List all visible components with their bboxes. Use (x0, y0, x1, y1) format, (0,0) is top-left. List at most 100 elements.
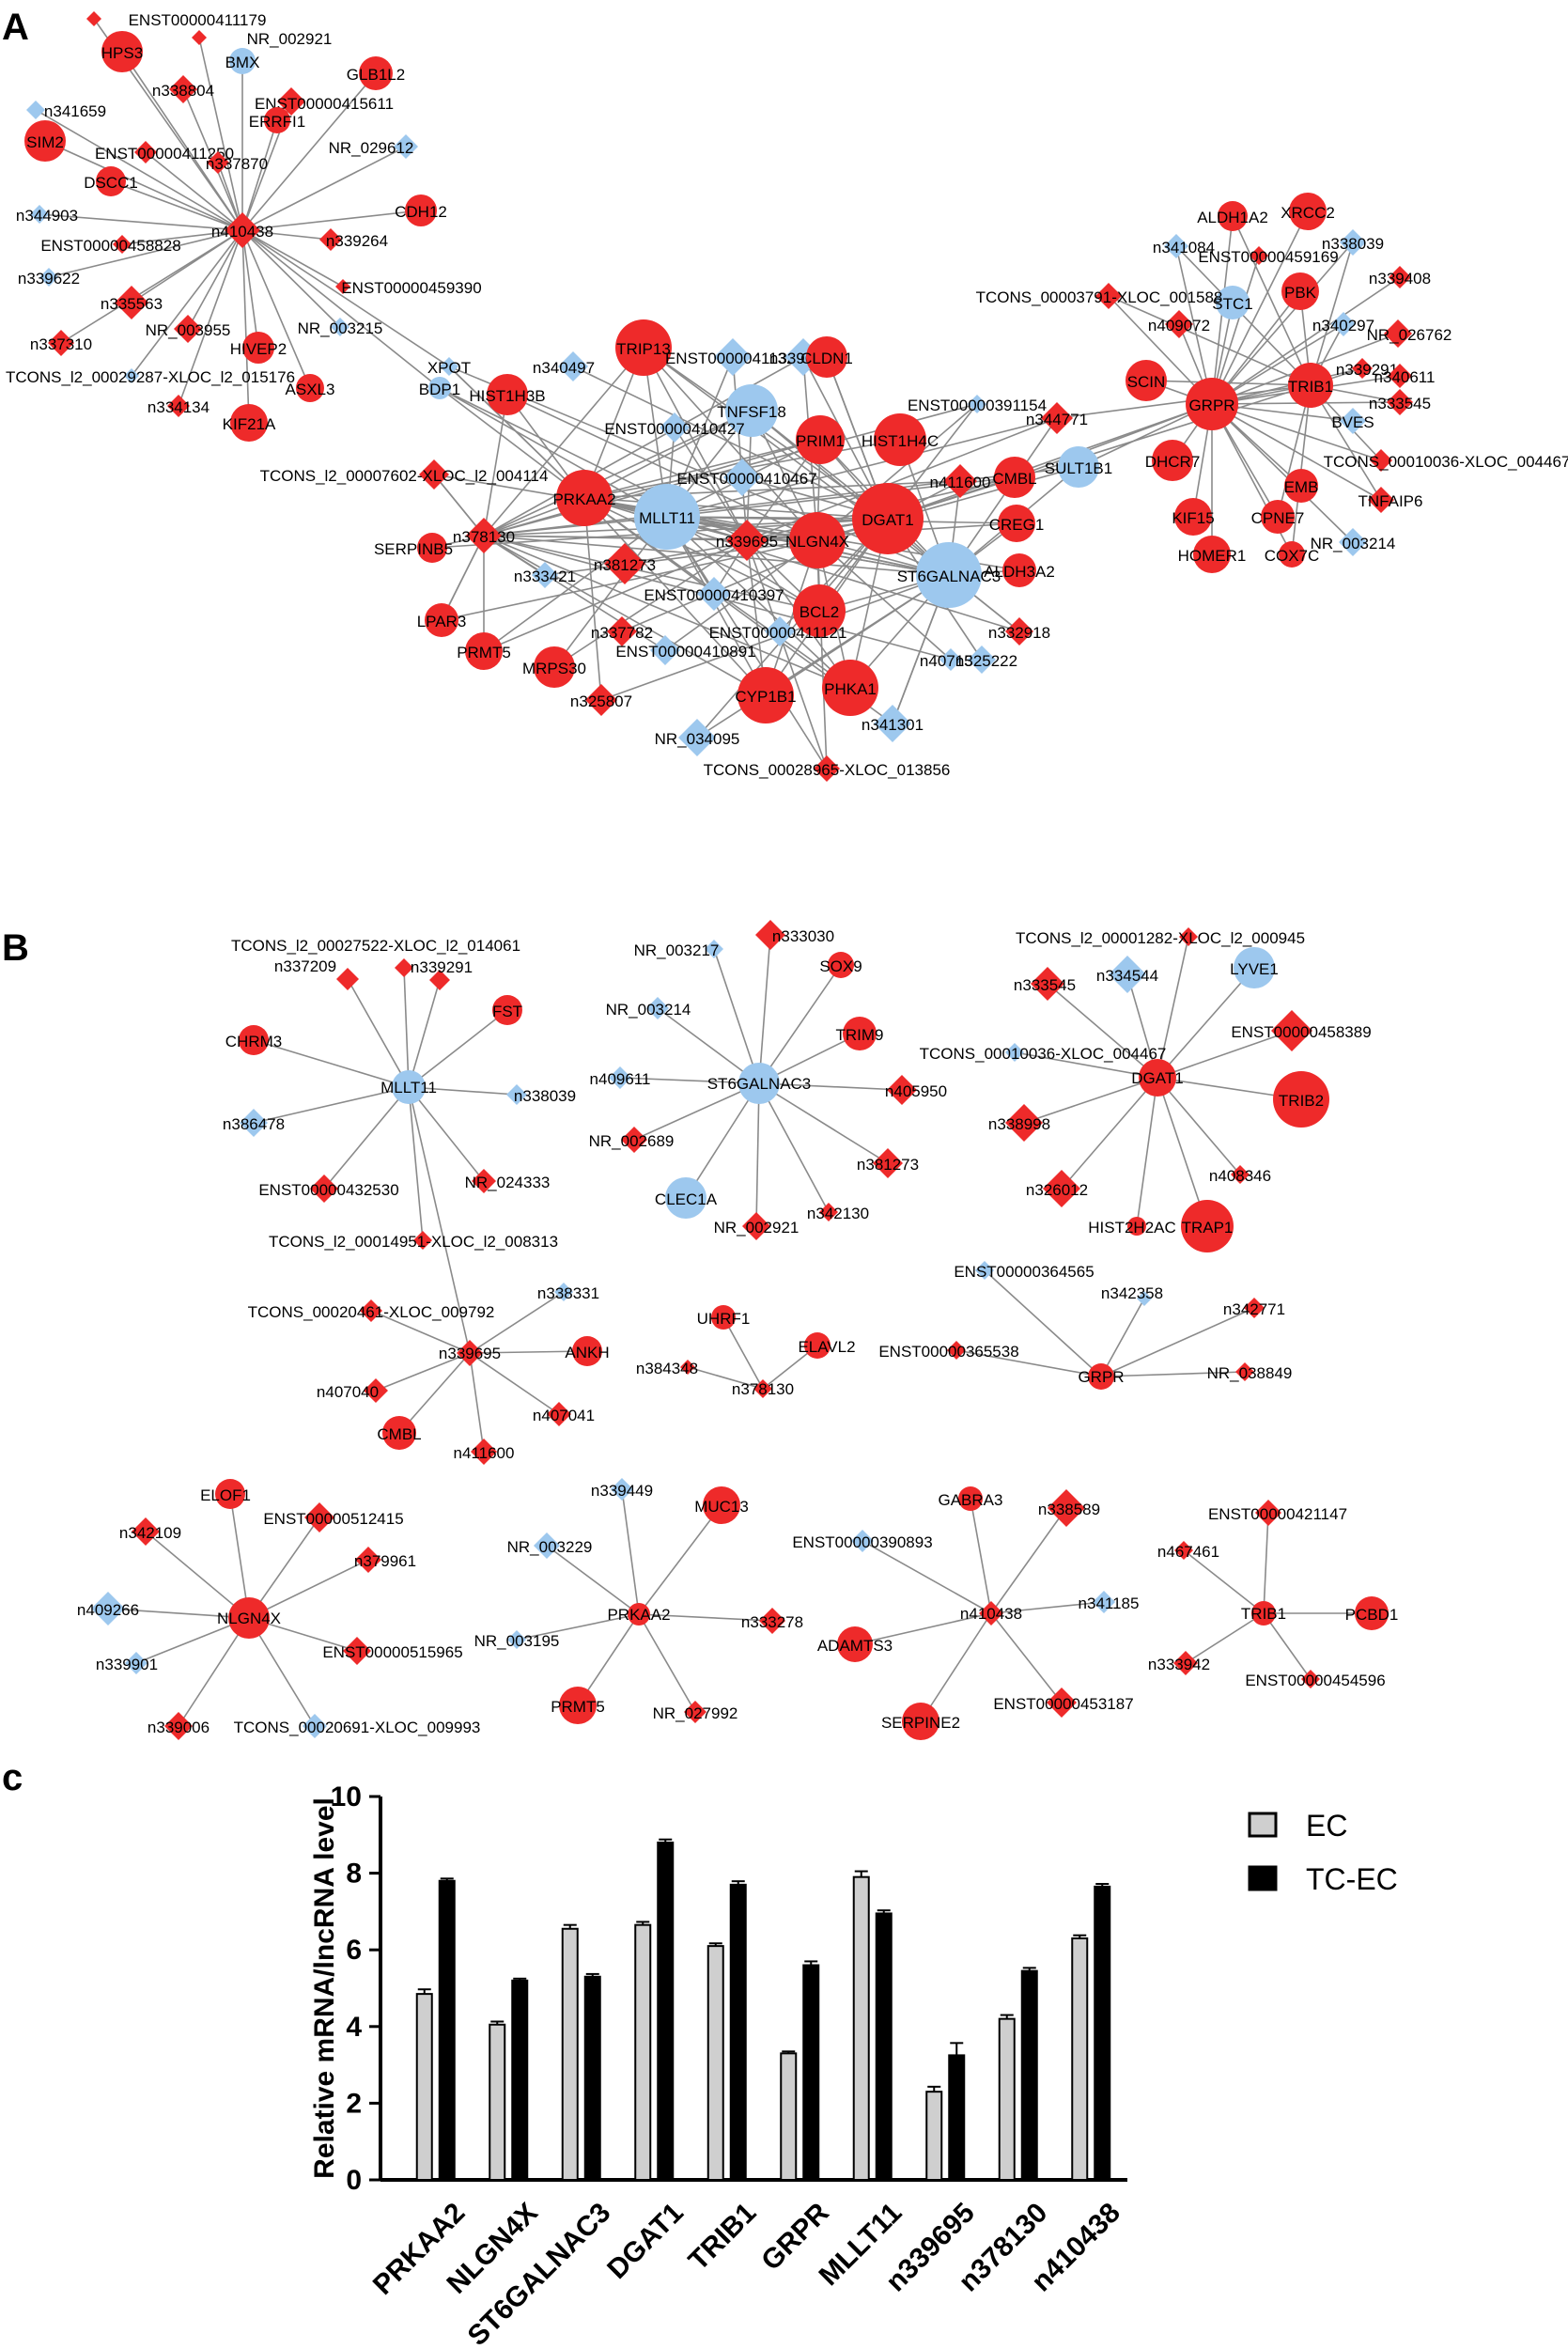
node-diamond (48, 330, 74, 356)
node-label: DGAT1 (1131, 1069, 1183, 1087)
y-axis-label: Relative mRNA/lncRNA level (309, 1797, 340, 2179)
node-label: n411600 (930, 474, 991, 491)
edge-n410438-to-nr-003955 (187, 229, 243, 330)
node-label: ENST00000410427 (604, 420, 744, 438)
node-label: ALDH3A2 (984, 563, 1055, 581)
legend-swatch-tc-ec (1248, 1865, 1278, 1891)
node-n342130: n342130 (807, 1203, 869, 1222)
node-circle (1139, 1059, 1176, 1097)
edge-trib1-to-aldh1a2 (1232, 215, 1312, 386)
edge-st6galnac3-to-n381273 (758, 1082, 889, 1164)
edge-mllt11-to-n339695 (408, 1086, 471, 1354)
node-label: KIF21A (223, 415, 276, 433)
edge-n410438-to-kif21a (241, 229, 250, 424)
node-label: TCONS_l2_00007602-XLOC_l2_004114 (260, 467, 549, 485)
node-label: ERRFI1 (249, 113, 305, 131)
node-n381273: n381273 (857, 1148, 919, 1178)
edge-n410438-to-glb1l2 (241, 72, 377, 231)
node-label: CLDN1 (800, 350, 853, 367)
edge-n339695-to-ankh (469, 1350, 588, 1354)
node-trap1: TRAP1 (1181, 1200, 1234, 1252)
bar-tc-ec-mllt11 (875, 1912, 893, 2181)
edge-n410438-to-serpine2 (920, 1612, 992, 1722)
node-enst00000411121: ENST00000411121 (709, 616, 846, 646)
edge-n410438-to-cdh12 (241, 210, 422, 231)
node-label: CMBL (377, 1425, 421, 1443)
node-diamond (1340, 408, 1366, 434)
bar-ec-n410438 (1071, 1937, 1089, 2181)
node-circle (215, 1479, 245, 1509)
node-diamond (125, 1652, 147, 1674)
node-dscc1: DSCC1 (84, 166, 138, 196)
y-tick-label: 4 (346, 2012, 362, 2043)
node-label: HPS3 (101, 44, 143, 62)
edge-mllt11-to-tcons-l2-00027522-xloc-l2-014061 (403, 967, 410, 1088)
node-pcbd1: PCBD1 (1345, 1596, 1398, 1630)
node-label: PRKAA2 (552, 490, 615, 508)
node-enst00000415611: ENST00000415611 (255, 87, 394, 116)
node-label: TNFAIP6 (1358, 492, 1423, 510)
node-nr-003195: NR_003195 (474, 1630, 559, 1650)
node-label: UHRF1 (697, 1310, 751, 1328)
node-diamond (680, 1360, 695, 1375)
node-circle (572, 1336, 602, 1366)
node-diamond (1384, 319, 1412, 348)
node-trip13: TRIP13 (615, 319, 672, 376)
node-label: STC1 (1212, 295, 1252, 313)
edge-n410438-to-nr-029612 (241, 146, 407, 231)
node-diamond (532, 562, 558, 588)
node-circle (1273, 1071, 1329, 1128)
node-diamond (132, 1517, 160, 1546)
node-label: TNFSF18 (717, 403, 786, 421)
edge-dgat1-to-tcons-l2-00001282-xloc-l2-000945 (1157, 936, 1189, 1079)
node-label: n381273 (857, 1156, 919, 1174)
edge-n378130-to-tnfsf18 (483, 410, 753, 537)
node-label: TRAP1 (1182, 1219, 1234, 1237)
node-circle (296, 374, 324, 402)
node-sim2: SIM2 (24, 120, 66, 162)
edge-n410438-to-enst00000458828 (121, 229, 243, 245)
node-circle (1126, 360, 1167, 401)
node-aldh1a2: ALDH1A2 (1197, 201, 1268, 231)
edge-st6galnac3-to-clec1a (685, 1082, 760, 1199)
legend-label-ec: EC (1306, 1809, 1347, 1843)
node-label: ANKH (565, 1344, 609, 1361)
node-n339622: n339622 (18, 268, 80, 288)
node-diamond (1370, 449, 1392, 472)
node-hps3: HPS3 (101, 31, 143, 72)
node-circle (1193, 536, 1231, 573)
node-diamond (225, 212, 260, 248)
node-label: NR_029612 (329, 139, 414, 157)
edge-n410438-to-n338589 (990, 1507, 1067, 1614)
edge-n378130-to-trip13 (483, 347, 644, 537)
node-adamts3: ADAMTS3 (817, 1626, 893, 1662)
node-n337310: n337310 (30, 330, 92, 356)
node-cldn1: CLDN1 (800, 336, 853, 378)
node-label: HIVEP2 (230, 340, 287, 358)
edge-st6galnac3-to-n378130 (483, 535, 950, 576)
edge-n410438-to-nr-003215 (241, 229, 341, 328)
node-label: NR_027992 (653, 1704, 738, 1722)
node-label: ASXL3 (286, 381, 335, 398)
node-hist1h3b: HIST1H3B (469, 374, 546, 415)
node-circle (1002, 553, 1036, 587)
node-label: n341659 (44, 102, 106, 120)
node-label: NLGN4X (785, 533, 849, 551)
node-diamond (413, 1231, 432, 1250)
node-elof1: ELOF1 (200, 1479, 251, 1509)
node-diamond (240, 1109, 268, 1137)
edge-st6galnac3-to-n342130 (758, 1082, 830, 1213)
node-tcons-00020461-xloc-009792: TCONS_00020461-XLOC_009792 (248, 1299, 494, 1322)
node-diamond (723, 459, 761, 496)
node-serpinb5: SERPINB5 (374, 533, 453, 563)
node-bcl2: BCL2 (793, 584, 846, 637)
edge-n410438-to-tcons-l2-00029287-xloc-l2-015176 (131, 229, 243, 377)
node-label: TCONS_00020691-XLOC_009993 (234, 1719, 481, 1736)
node-scin: SCIN (1126, 360, 1167, 401)
node-tcons-00028965-xloc-013856: TCONS_00028965-XLOC_013856 (704, 755, 950, 782)
node-n335563: n335563 (101, 286, 163, 319)
node-trib2: TRIB2 (1273, 1071, 1329, 1128)
edge-st6galnac3-to-sox9 (758, 964, 842, 1084)
edge-grpr-to-n338039 (1211, 241, 1354, 405)
node-diamond (1005, 617, 1033, 646)
